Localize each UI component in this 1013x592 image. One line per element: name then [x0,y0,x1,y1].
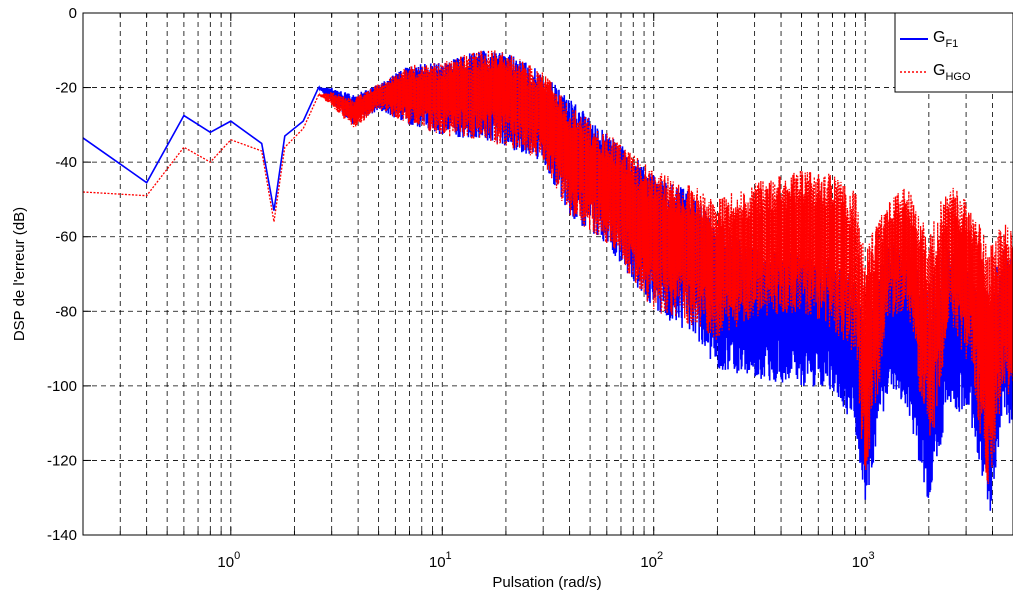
x-tick-label: 103 [852,550,875,571]
x-tick-label-base: 10 [852,554,869,571]
plot-frame [82,12,1013,536]
x-tick-label-base: 10 [429,554,446,571]
legend-label-gf1: GF1 [933,29,958,50]
y-tick-label: -80 [55,303,77,320]
x-tick-label: 100 [217,550,240,571]
x-tick-label-exp: 0 [234,550,240,562]
series-layer [82,50,1013,511]
x-tick-label-exp: 1 [446,550,452,562]
legend-label-ghgo: GHGO [933,62,971,83]
legend: GF1 GHGO [894,12,1013,93]
y-tick-label: -40 [55,154,77,171]
y-tick-label: -20 [55,80,77,97]
x-axis-label: Pulsation (rad/s) [492,574,601,591]
x-tick-label-exp: 3 [868,550,874,562]
y-tick-label: -120 [47,452,77,469]
y-tick-label: -100 [47,378,77,395]
x-tick-label-base: 10 [640,554,657,571]
y-tick-label: -60 [55,229,77,246]
legend-box [894,12,1013,93]
x-tick-label-exp: 2 [657,550,663,562]
series-line-ghgo [82,50,1013,484]
y-tick-label: -140 [47,527,77,544]
x-tick-labels: 100 101 102 103 [217,550,874,571]
legend-label-ghgo-sub: HGO [945,71,971,83]
x-tick-label-base: 10 [217,554,234,571]
y-tick-label: 0 [69,5,77,22]
y-axis-label: DSP de l'erreur (dB) [11,207,28,341]
legend-label-ghgo-main: G [933,62,945,79]
legend-label-gf1-main: G [933,29,945,46]
legend-label-gf1-sub: F1 [945,38,958,50]
ticks [83,12,994,536]
y-tick-labels: 0 -20 -40 -60 -80 -100 -120 -140 [47,5,77,544]
x-tick-label: 101 [429,550,452,571]
x-tick-label: 102 [640,550,663,571]
